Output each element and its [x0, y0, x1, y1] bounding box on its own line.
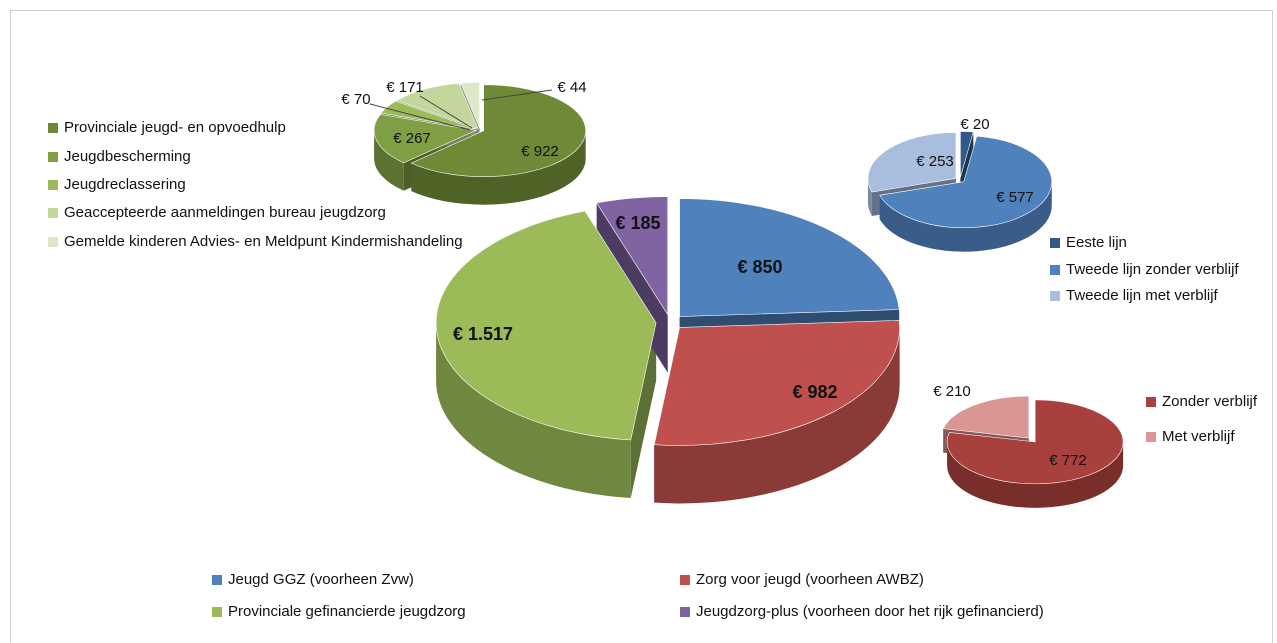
legend-swatch	[1146, 432, 1156, 442]
slice-side	[654, 327, 900, 504]
slice	[942, 395, 1030, 439]
slice-side	[867, 178, 872, 217]
legend-label: Jeugdreclassering	[64, 176, 186, 193]
legend-swatch	[1050, 291, 1060, 301]
legend-label: Tweede lijn met verblijf	[1066, 287, 1219, 304]
legend-label: Eeste lijn	[1066, 234, 1127, 251]
slice-side	[436, 322, 631, 499]
slice	[596, 196, 669, 316]
legend-swatch	[48, 208, 58, 218]
value-label: € 982	[792, 382, 837, 402]
slice	[396, 82, 479, 129]
value-label: € 70	[341, 91, 370, 108]
legend-swatch	[680, 575, 690, 585]
leader-line	[419, 95, 473, 129]
slice	[373, 114, 478, 164]
legend-swatch	[48, 237, 58, 247]
legend-label: Zorg voor jeugd (voorheen AWBZ)	[696, 571, 924, 588]
slice	[653, 320, 900, 446]
slice	[946, 399, 1124, 485]
legend-swatch	[48, 180, 58, 190]
slice	[410, 84, 586, 177]
slice-side	[947, 441, 1124, 508]
slice-side	[879, 181, 1052, 252]
legend-label: Geaccepteerde aanmeldingen bureau jeugdz…	[64, 204, 386, 221]
legend-label: Tweede lijn zonder verblijf	[1066, 261, 1239, 278]
leader-line	[481, 89, 553, 101]
legend-swatch	[212, 607, 222, 617]
slice	[679, 198, 900, 317]
value-label: € 850	[737, 257, 782, 277]
slice	[380, 100, 477, 130]
legend-label: Jeugdbescherming	[64, 148, 191, 165]
value-label: € 210	[933, 383, 971, 400]
value-label: € 922	[521, 143, 559, 160]
legend-swatch	[48, 152, 58, 162]
value-label: € 772	[1049, 452, 1087, 469]
slice-side	[411, 130, 586, 205]
slice	[435, 210, 657, 441]
legend-swatch	[1050, 265, 1060, 275]
slice	[460, 81, 480, 129]
legend-swatch	[680, 607, 690, 617]
legend-label: Met verblijf	[1162, 428, 1235, 445]
value-label: € 253	[916, 153, 954, 170]
value-label: € 267	[393, 130, 431, 147]
value-label: € 185	[615, 213, 660, 233]
leader-line	[369, 103, 471, 131]
legend-label: Gemelde kinderen Advies- en Meldpunt Kin…	[64, 233, 463, 250]
value-label: € 20	[960, 116, 989, 133]
value-label: € 171	[386, 79, 424, 96]
legend-label: Jeugd GGZ (voorheen Zvw)	[228, 571, 414, 588]
legend-label: Provinciale jeugd- en opvoedhulp	[64, 119, 286, 136]
value-label: € 1.517	[453, 324, 513, 344]
slice-side	[374, 130, 404, 191]
legend-swatch	[48, 123, 58, 133]
slice	[960, 131, 974, 178]
legend-label: Zonder verblijf	[1162, 393, 1258, 410]
slice	[867, 132, 957, 193]
legend-label: Provinciale gefinancierde jeugdzorg	[228, 603, 466, 620]
value-label: € 577	[996, 189, 1034, 206]
slice	[879, 135, 1053, 228]
legend-swatch	[1050, 238, 1060, 248]
legend-swatch	[212, 575, 222, 585]
legend-swatch	[1146, 397, 1156, 407]
value-label: € 44	[557, 79, 586, 96]
legend-label: Jeugdzorg-plus (voorheen door het rijk g…	[696, 603, 1044, 620]
